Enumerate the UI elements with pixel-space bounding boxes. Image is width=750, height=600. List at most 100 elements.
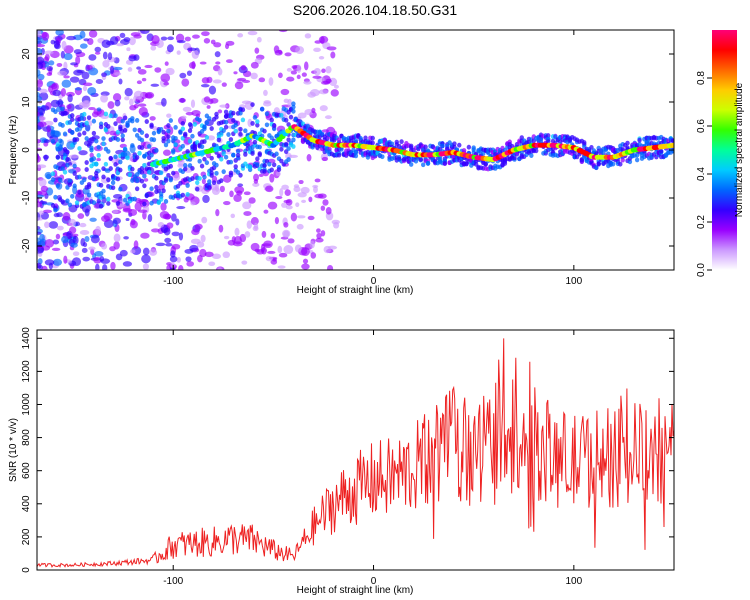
spectrogram-noise-cell bbox=[261, 230, 267, 238]
spectrogram-noise-cell bbox=[113, 233, 121, 243]
spectrogram-noise-cell bbox=[90, 235, 100, 244]
spectrogram-noise-cell bbox=[53, 213, 60, 218]
spectrogram-noise-cell bbox=[69, 154, 79, 159]
spectrogram-band-cell bbox=[408, 143, 414, 149]
spectrogram-band-cell bbox=[106, 177, 111, 183]
spectrogram-band-cell bbox=[658, 148, 664, 154]
spectrogram-noise-cell bbox=[181, 115, 187, 119]
spectrogram-band-cell bbox=[161, 188, 166, 194]
spectrogram-noise-cell bbox=[311, 107, 316, 114]
spectrogram-noise-cell bbox=[281, 184, 289, 190]
spectrogram-band-cell bbox=[89, 147, 94, 153]
spectrogram-noise-cell bbox=[213, 42, 222, 48]
spectrogram-noise-cell bbox=[96, 157, 101, 162]
snr-y-tick-label: 400 bbox=[21, 495, 32, 512]
spectrogram-noise-cell bbox=[176, 256, 181, 263]
spectrogram-noise-cell bbox=[130, 32, 141, 37]
spectrogram-band-cell bbox=[132, 196, 137, 202]
spectrogram-noise-cell bbox=[43, 139, 51, 144]
spectrogram-noise-cell bbox=[82, 82, 93, 87]
spectrogram-noise-cell bbox=[38, 178, 47, 187]
spectrogram-noise-cell bbox=[301, 199, 307, 203]
spectrogram-band-cell bbox=[98, 124, 104, 130]
spectrogram-noise-cell bbox=[96, 107, 102, 112]
spectrogram-noise-cell bbox=[72, 257, 82, 266]
spectrogram-band-cell bbox=[283, 141, 289, 147]
spectrogram-noise-cell bbox=[242, 201, 252, 210]
spectrogram-band-cell bbox=[204, 120, 210, 126]
spectrogram-band-cell bbox=[58, 138, 63, 144]
spectrogram-band-cell bbox=[60, 166, 65, 172]
spectrogram-band-cell bbox=[370, 135, 375, 141]
spectrogram-band-cell bbox=[113, 162, 118, 167]
spectrogram-band-cell bbox=[219, 132, 224, 137]
spectrogram-band-cell bbox=[618, 161, 623, 167]
spectrogram-band-cell bbox=[620, 157, 625, 163]
spectrogram-noise-cell bbox=[37, 95, 43, 102]
colorbar-gradient bbox=[712, 30, 737, 270]
spectrogram-band-cell bbox=[127, 172, 133, 178]
spectrogram-band-cell bbox=[214, 162, 219, 168]
spectrogram-noise-cell bbox=[246, 220, 252, 229]
spectrogram-noise-cell bbox=[63, 61, 68, 70]
spectrogram-noise-cell bbox=[133, 90, 144, 100]
spectrogram-noise-cell bbox=[37, 73, 45, 81]
spectrogram-noise-cell bbox=[175, 218, 180, 226]
spectrogram-noise-cell bbox=[129, 105, 137, 111]
spectrogram-noise-cell bbox=[178, 98, 186, 103]
spectrogram-noise-cell bbox=[171, 243, 181, 250]
spectrogram-band-cell bbox=[271, 123, 277, 128]
spectrogram-noise-cell bbox=[218, 224, 224, 233]
spectrogram-band-cell bbox=[62, 169, 68, 175]
spectrogram-noise-cell bbox=[88, 106, 96, 111]
spectrogram-band-cell bbox=[122, 152, 128, 157]
spectrogram-band-cell bbox=[163, 199, 169, 204]
spectrogram-noise-cell bbox=[40, 185, 49, 192]
spectrogram-noise-cell bbox=[37, 201, 43, 208]
spectrogram-band-cell bbox=[223, 124, 229, 130]
spectrogram-noise-cell bbox=[215, 209, 220, 217]
spectrogram-band-cell bbox=[670, 138, 674, 144]
spectrogram-noise-cell bbox=[325, 66, 332, 74]
spectrogram-band-cell bbox=[235, 152, 241, 158]
spectrogram-noise-cell bbox=[330, 51, 336, 59]
spectrogram-band-cell bbox=[173, 135, 178, 141]
spectrogram-x-tick-label: 0 bbox=[371, 276, 377, 287]
spectrogram-band-cell bbox=[158, 191, 164, 197]
spectrogram-band-cell bbox=[158, 197, 164, 202]
spectrogram-noise-cell bbox=[208, 85, 217, 95]
spectrogram-noise-cell bbox=[124, 87, 133, 97]
spectrogram-band-cell bbox=[110, 185, 116, 191]
spectrogram-band-cell bbox=[77, 132, 82, 138]
spectrogram-band-cell bbox=[96, 153, 101, 158]
spectrogram-noise-cell bbox=[127, 67, 133, 72]
spectrogram-noise-cell bbox=[70, 62, 78, 66]
spectrogram-noise-cell bbox=[53, 40, 60, 49]
spectrogram-noise-cell bbox=[166, 113, 172, 118]
spectrogram-band-cell bbox=[358, 135, 363, 141]
spectrogram-noise-cell bbox=[109, 130, 118, 136]
spectrogram-noise-cell bbox=[243, 211, 252, 217]
snr-x-tick-label: 100 bbox=[565, 576, 582, 587]
spectrogram-noise-cell bbox=[258, 173, 264, 178]
spectrogram-band-cell bbox=[286, 137, 291, 143]
spectrogram-band-cell bbox=[65, 157, 70, 162]
spectrogram-band-cell bbox=[180, 192, 186, 198]
spectrogram-band-cell bbox=[336, 152, 342, 158]
spectrogram-noise-cell bbox=[137, 209, 148, 213]
spectrogram-noise-cell bbox=[140, 232, 150, 239]
spectrogram-noise-cell bbox=[312, 75, 322, 79]
spectrogram-noise-cell bbox=[81, 247, 88, 253]
spectrogram-band-cell bbox=[130, 178, 135, 183]
spectrogram-noise-cell bbox=[87, 86, 97, 96]
spectrogram-noise-cell bbox=[112, 209, 119, 214]
spectrogram-noise-cell bbox=[230, 213, 236, 219]
spectrogram-band-cell bbox=[199, 144, 205, 150]
spectrogram-band-cell bbox=[238, 172, 243, 178]
spectrogram-band-cell bbox=[262, 128, 267, 134]
spectrogram-noise-cell bbox=[308, 196, 313, 203]
spectrogram-band-cell bbox=[70, 113, 75, 118]
spectrogram-noise-cell bbox=[38, 210, 44, 216]
spectrogram-band-cell bbox=[154, 184, 159, 190]
spectrogram-noise-cell bbox=[74, 87, 83, 91]
